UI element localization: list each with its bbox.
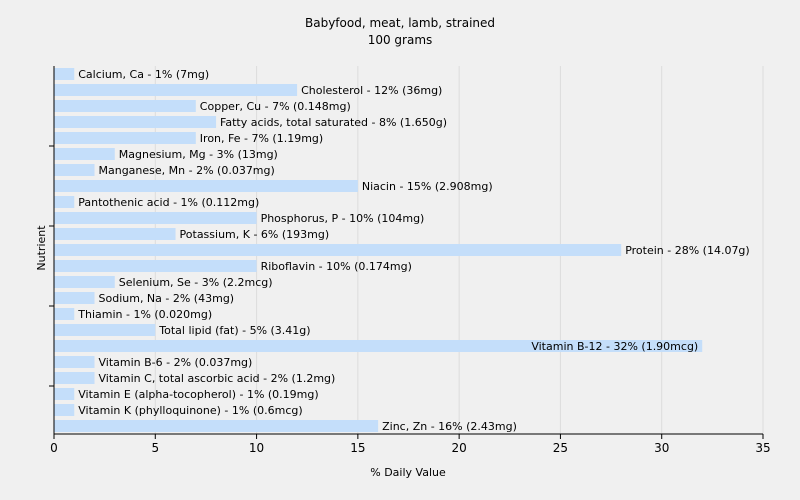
bar — [54, 340, 703, 352]
x-tick-label: 0 — [50, 441, 58, 455]
bar — [54, 100, 196, 112]
bar — [54, 132, 196, 144]
x-tick-label: 15 — [350, 441, 365, 455]
x-tick-label: 10 — [249, 441, 264, 455]
bar-label: Copper, Cu - 7% (0.148mg) — [200, 100, 351, 113]
bar — [54, 164, 95, 176]
bar-label: Vitamin C, total ascorbic acid - 2% (1.2… — [99, 372, 336, 385]
bar — [54, 276, 115, 288]
chart-subtitle: 100 grams — [368, 33, 433, 47]
bar — [54, 404, 75, 416]
bar-label: Manganese, Mn - 2% (0.037mg) — [99, 164, 275, 177]
bar — [54, 68, 75, 80]
bar-label: Protein - 28% (14.07g) — [625, 244, 750, 257]
bar-label: Sodium, Na - 2% (43mg) — [99, 292, 235, 305]
bar — [54, 84, 298, 96]
x-tick-label: 5 — [151, 441, 159, 455]
x-tick-label: 35 — [755, 441, 770, 455]
bar-label: Calcium, Ca - 1% (7mg) — [78, 68, 209, 81]
bar-label: Total lipid (fat) - 5% (3.41g) — [158, 324, 310, 337]
x-tick-label: 30 — [654, 441, 669, 455]
bar-label: Fatty acids, total saturated - 8% (1.650… — [220, 116, 447, 129]
bar-label: Niacin - 15% (2.908mg) — [362, 180, 493, 193]
bar-label: Zinc, Zn - 16% (2.43mg) — [382, 420, 517, 433]
bar-label: Iron, Fe - 7% (1.19mg) — [200, 132, 323, 145]
chart-title: Babyfood, meat, lamb, strained — [305, 16, 495, 30]
x-tick-label: 25 — [553, 441, 568, 455]
bar-label: Vitamin B-6 - 2% (0.037mg) — [99, 356, 253, 369]
bar-label: Phosphorus, P - 10% (104mg) — [261, 212, 425, 225]
bar-label: Riboflavin - 10% (0.174mg) — [261, 260, 412, 273]
bar-label: Vitamin B-12 - 32% (1.90mcg) — [531, 340, 698, 353]
bar-label: Pantothenic acid - 1% (0.112mg) — [78, 196, 259, 209]
bar — [54, 244, 622, 256]
bar — [54, 228, 176, 240]
bar — [54, 148, 115, 160]
bar — [54, 420, 379, 432]
bar-label: Vitamin E (alpha-tocopherol) - 1% (0.19m… — [78, 388, 318, 401]
bar-label: Selenium, Se - 3% (2.2mcg) — [119, 276, 273, 289]
bar-label: Potassium, K - 6% (193mg) — [180, 228, 330, 241]
bar — [54, 324, 156, 336]
bar-label: Cholesterol - 12% (36mg) — [301, 84, 442, 97]
bar-label: Thiamin - 1% (0.020mg) — [77, 308, 212, 321]
bar-label: Vitamin K (phylloquinone) - 1% (0.6mcg) — [78, 404, 302, 417]
bar-label: Magnesium, Mg - 3% (13mg) — [119, 148, 278, 161]
bar — [54, 180, 358, 192]
bar — [54, 308, 75, 320]
bar — [54, 196, 75, 208]
bar — [54, 356, 95, 368]
bar — [54, 388, 75, 400]
bar — [54, 116, 217, 128]
bar — [54, 260, 257, 272]
x-tick-label: 20 — [452, 441, 467, 455]
axes: 0 5 10 15 20 25 30 35 — [49, 66, 771, 455]
bar — [54, 372, 95, 384]
bar — [54, 212, 257, 224]
x-axis-label: % Daily Value — [370, 466, 446, 479]
bar — [54, 292, 95, 304]
y-axis-label: Nutrient — [35, 225, 48, 271]
bars: Calcium, Ca - 1% (7mg) Cholesterol - 12% … — [54, 68, 750, 433]
